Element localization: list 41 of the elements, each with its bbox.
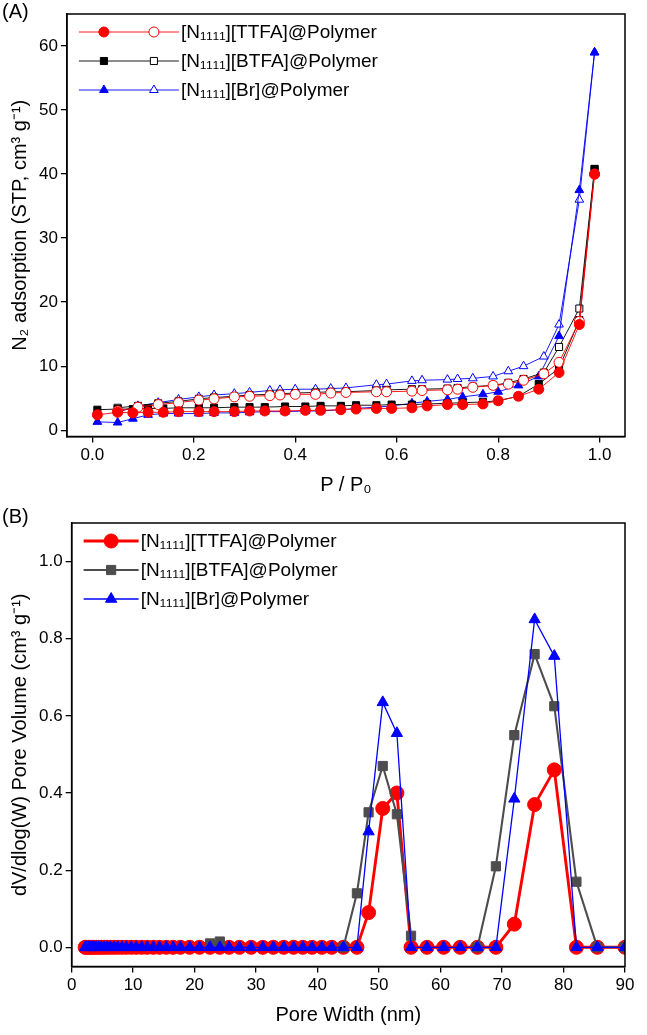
x-tick-label: 20: [185, 975, 205, 995]
y-tick-label: 50: [38, 99, 58, 119]
x-tick-label: 70: [492, 975, 512, 995]
x-tick-label: 80: [554, 975, 573, 995]
y-tick-label: 0: [48, 419, 58, 439]
y-tick-label: 40: [38, 163, 58, 183]
y-tick-label: 0.0: [38, 937, 63, 956]
legend-label: [N₁₁₁₁][Br]@Polymer: [180, 79, 351, 101]
legend-label: [N₁₁₁₁][BTFA]@Polymer: [140, 559, 339, 581]
x-tick-label: 0.0: [80, 445, 105, 465]
x-tick-label: 50: [369, 975, 389, 995]
y-tick-label: 10: [38, 355, 58, 375]
y-axis-title: N₂ adsorption (STP, cm³ g⁻¹): [7, 99, 30, 351]
y-tick-label: 0.8: [38, 628, 63, 648]
chart-title: (B): [2, 504, 29, 527]
x-tick-label: 30: [246, 975, 266, 995]
y-tick-label: 1.0: [38, 551, 63, 571]
legend-label: [N₁₁₁₁][TTFA]@Polymer: [140, 530, 338, 552]
x-axis-title: Pore Width (nm): [275, 1002, 422, 1025]
x-tick-label: 0.2: [181, 445, 206, 465]
y-tick-label: 0.4: [38, 782, 63, 802]
chart-title: (A): [2, 0, 29, 22]
x-tick-label: 0: [66, 975, 77, 995]
y-tick-label: 60: [38, 35, 58, 55]
x-tick-label: 40: [308, 975, 328, 995]
x-tick-label: 10: [123, 975, 143, 995]
x-axis-title: P / P₀: [320, 472, 372, 495]
x-tick-label: 0.4: [283, 445, 308, 465]
y-tick-label: 20: [38, 291, 58, 311]
x-tick-label: 0.6: [384, 445, 409, 465]
legend-label: [N₁₁₁₁][TTFA]@Polymer: [180, 21, 378, 43]
y-tick-label: 0.6: [38, 705, 63, 725]
x-tick-label: 90: [615, 975, 635, 995]
legend-label: [N₁₁₁₁][BTFA]@Polymer: [180, 50, 379, 72]
y-axis-title: dV/dlog(W) Pore Volume (cm³ g⁻¹): [7, 593, 30, 897]
y-tick-label: 30: [38, 227, 58, 247]
y-tick-label: 0.2: [38, 859, 63, 879]
x-tick-label: 60: [431, 975, 451, 995]
x-tick-label: 1.0: [587, 445, 612, 465]
x-tick-label: 0.8: [486, 445, 510, 465]
legend-label: [N₁₁₁₁][Br]@Polymer: [140, 588, 310, 610]
